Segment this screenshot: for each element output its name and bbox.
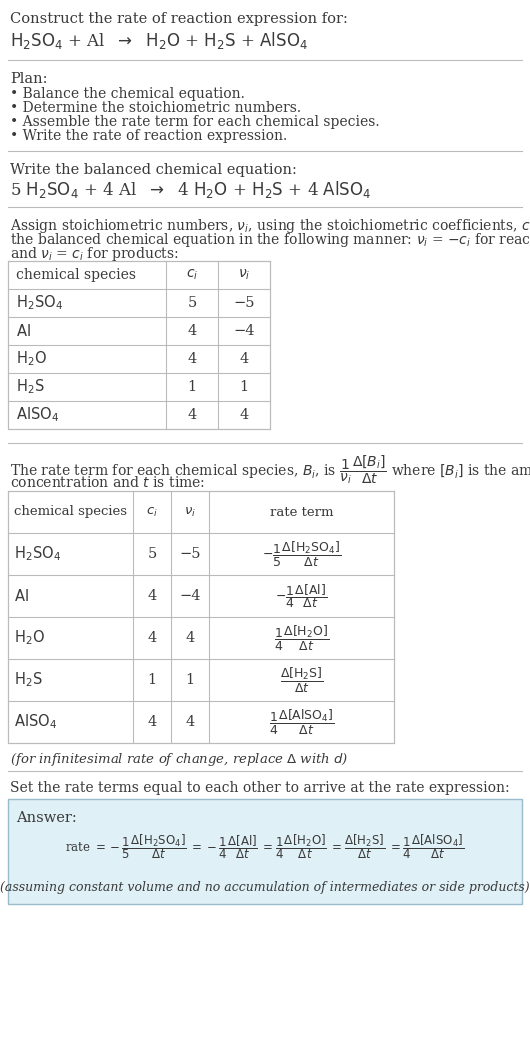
Text: Set the rate terms equal to each other to arrive at the rate expression:: Set the rate terms equal to each other t…: [10, 781, 510, 794]
Text: 4: 4: [188, 324, 197, 338]
Text: $\dfrac{\Delta[\mathsf{H_2S}]}{\Delta t}$: $\dfrac{\Delta[\mathsf{H_2S}]}{\Delta t}…: [280, 665, 323, 694]
Text: • Write the rate of reaction expression.: • Write the rate of reaction expression.: [10, 129, 287, 143]
Text: and $\it{\nu}_i$ = $\it{c}_i$ for products:: and $\it{\nu}_i$ = $\it{c}_i$ for produc…: [10, 245, 179, 263]
Text: −4: −4: [179, 589, 201, 603]
Text: $\dfrac{1}{4}\dfrac{\Delta[\mathsf{H_2O}]}{\Delta t}$: $\dfrac{1}{4}\dfrac{\Delta[\mathsf{H_2O}…: [274, 623, 329, 652]
Text: • Balance the chemical equation.: • Balance the chemical equation.: [10, 87, 245, 101]
Text: 1: 1: [147, 673, 156, 687]
Text: $\it{\nu}_i$: $\it{\nu}_i$: [184, 505, 196, 519]
Text: $\mathsf{AlSO_4}$: $\mathsf{AlSO_4}$: [16, 406, 59, 424]
Text: 5: 5: [147, 547, 157, 561]
Text: $\mathsf{Al}$: $\mathsf{Al}$: [14, 588, 29, 604]
FancyBboxPatch shape: [8, 261, 270, 429]
Text: $\it{\nu}_i$: $\it{\nu}_i$: [238, 268, 250, 282]
Text: 5: 5: [188, 296, 197, 310]
Text: −4: −4: [233, 324, 255, 338]
Text: rate term: rate term: [270, 505, 333, 519]
Text: $\mathsf{H_2SO_4}$ + Al  $\rightarrow$  $\mathsf{H_2O}$ + $\mathsf{H_2S}$ + $\ma: $\mathsf{H_2SO_4}$ + Al $\rightarrow$ $\…: [10, 30, 308, 51]
Text: $\it{c}_i$: $\it{c}_i$: [186, 268, 198, 282]
Text: $\mathsf{H_2O}$: $\mathsf{H_2O}$: [16, 350, 47, 369]
Text: 4: 4: [147, 715, 157, 729]
Text: $\mathsf{H_2SO_4}$: $\mathsf{H_2SO_4}$: [16, 293, 63, 312]
Text: $\mathsf{Al}$: $\mathsf{Al}$: [16, 323, 31, 339]
Text: (for infinitesimal rate of change, replace $\Delta$ with $d$): (for infinitesimal rate of change, repla…: [10, 751, 348, 768]
Text: −5: −5: [233, 296, 255, 310]
Text: 4: 4: [147, 631, 157, 645]
Text: the balanced chemical equation in the following manner: $\it{\nu}_i$ = $-\it{c}_: the balanced chemical equation in the fo…: [10, 231, 530, 250]
Text: The rate term for each chemical species, $B_i$, is $\dfrac{1}{\nu_i}\dfrac{\Delt: The rate term for each chemical species,…: [10, 453, 530, 485]
Text: 4: 4: [188, 408, 197, 422]
Text: $\mathsf{H_2SO_4}$: $\mathsf{H_2SO_4}$: [14, 545, 61, 564]
Text: 4: 4: [186, 631, 195, 645]
Text: 4: 4: [147, 589, 157, 603]
Text: 4: 4: [240, 408, 249, 422]
Text: 4: 4: [188, 352, 197, 366]
Text: 5 $\mathsf{H_2SO_4}$ + 4 Al  $\rightarrow$  4 $\mathsf{H_2O}$ + $\mathsf{H_2S}$ : 5 $\mathsf{H_2SO_4}$ + 4 Al $\rightarrow…: [10, 179, 372, 200]
Text: Write the balanced chemical equation:: Write the balanced chemical equation:: [10, 163, 297, 177]
Text: • Determine the stoichiometric numbers.: • Determine the stoichiometric numbers.: [10, 101, 301, 115]
Text: • Assemble the rate term for each chemical species.: • Assemble the rate term for each chemic…: [10, 115, 379, 129]
Text: Plan:: Plan:: [10, 72, 48, 86]
Text: 1: 1: [188, 380, 197, 394]
Text: $\it{c}_i$: $\it{c}_i$: [146, 505, 158, 519]
Text: Assign stoichiometric numbers, $\it{\nu}_i$, using the stoichiometric coefficien: Assign stoichiometric numbers, $\it{\nu}…: [10, 217, 530, 235]
Text: $-\dfrac{1}{5}\dfrac{\Delta[\mathsf{H_2SO_4}]}{\Delta t}$: $-\dfrac{1}{5}\dfrac{\Delta[\mathsf{H_2S…: [262, 540, 341, 569]
Text: $\mathsf{H_2O}$: $\mathsf{H_2O}$: [14, 628, 45, 647]
Text: −5: −5: [179, 547, 201, 561]
Text: $\dfrac{1}{4}\dfrac{\Delta[\mathsf{AlSO_4}]}{\Delta t}$: $\dfrac{1}{4}\dfrac{\Delta[\mathsf{AlSO_…: [269, 708, 334, 736]
Text: $\mathsf{H_2S}$: $\mathsf{H_2S}$: [14, 670, 42, 689]
Text: rate $= -\dfrac{1}{5}\dfrac{\Delta[\mathsf{H_2SO_4}]}{\Delta t}$$\; = -\dfrac{1}: rate $= -\dfrac{1}{5}\dfrac{\Delta[\math…: [65, 833, 465, 861]
Text: chemical species: chemical species: [14, 505, 127, 519]
Text: chemical species: chemical species: [16, 268, 136, 282]
Text: 4: 4: [240, 352, 249, 366]
Text: concentration and $t$ is time:: concentration and $t$ is time:: [10, 475, 205, 490]
Text: $\mathsf{AlSO_4}$: $\mathsf{AlSO_4}$: [14, 713, 57, 732]
Text: 4: 4: [186, 715, 195, 729]
Text: 1: 1: [240, 380, 249, 394]
FancyBboxPatch shape: [8, 799, 522, 904]
Text: (assuming constant volume and no accumulation of intermediates or side products): (assuming constant volume and no accumul…: [0, 881, 530, 894]
FancyBboxPatch shape: [8, 491, 394, 743]
Text: 1: 1: [186, 673, 195, 687]
Text: $\mathsf{H_2S}$: $\mathsf{H_2S}$: [16, 378, 45, 397]
Text: Answer:: Answer:: [16, 811, 77, 825]
Text: Construct the rate of reaction expression for:: Construct the rate of reaction expressio…: [10, 11, 348, 26]
Text: $-\dfrac{1}{4}\dfrac{\Delta[\mathsf{Al}]}{\Delta t}$: $-\dfrac{1}{4}\dfrac{\Delta[\mathsf{Al}]…: [276, 583, 328, 610]
